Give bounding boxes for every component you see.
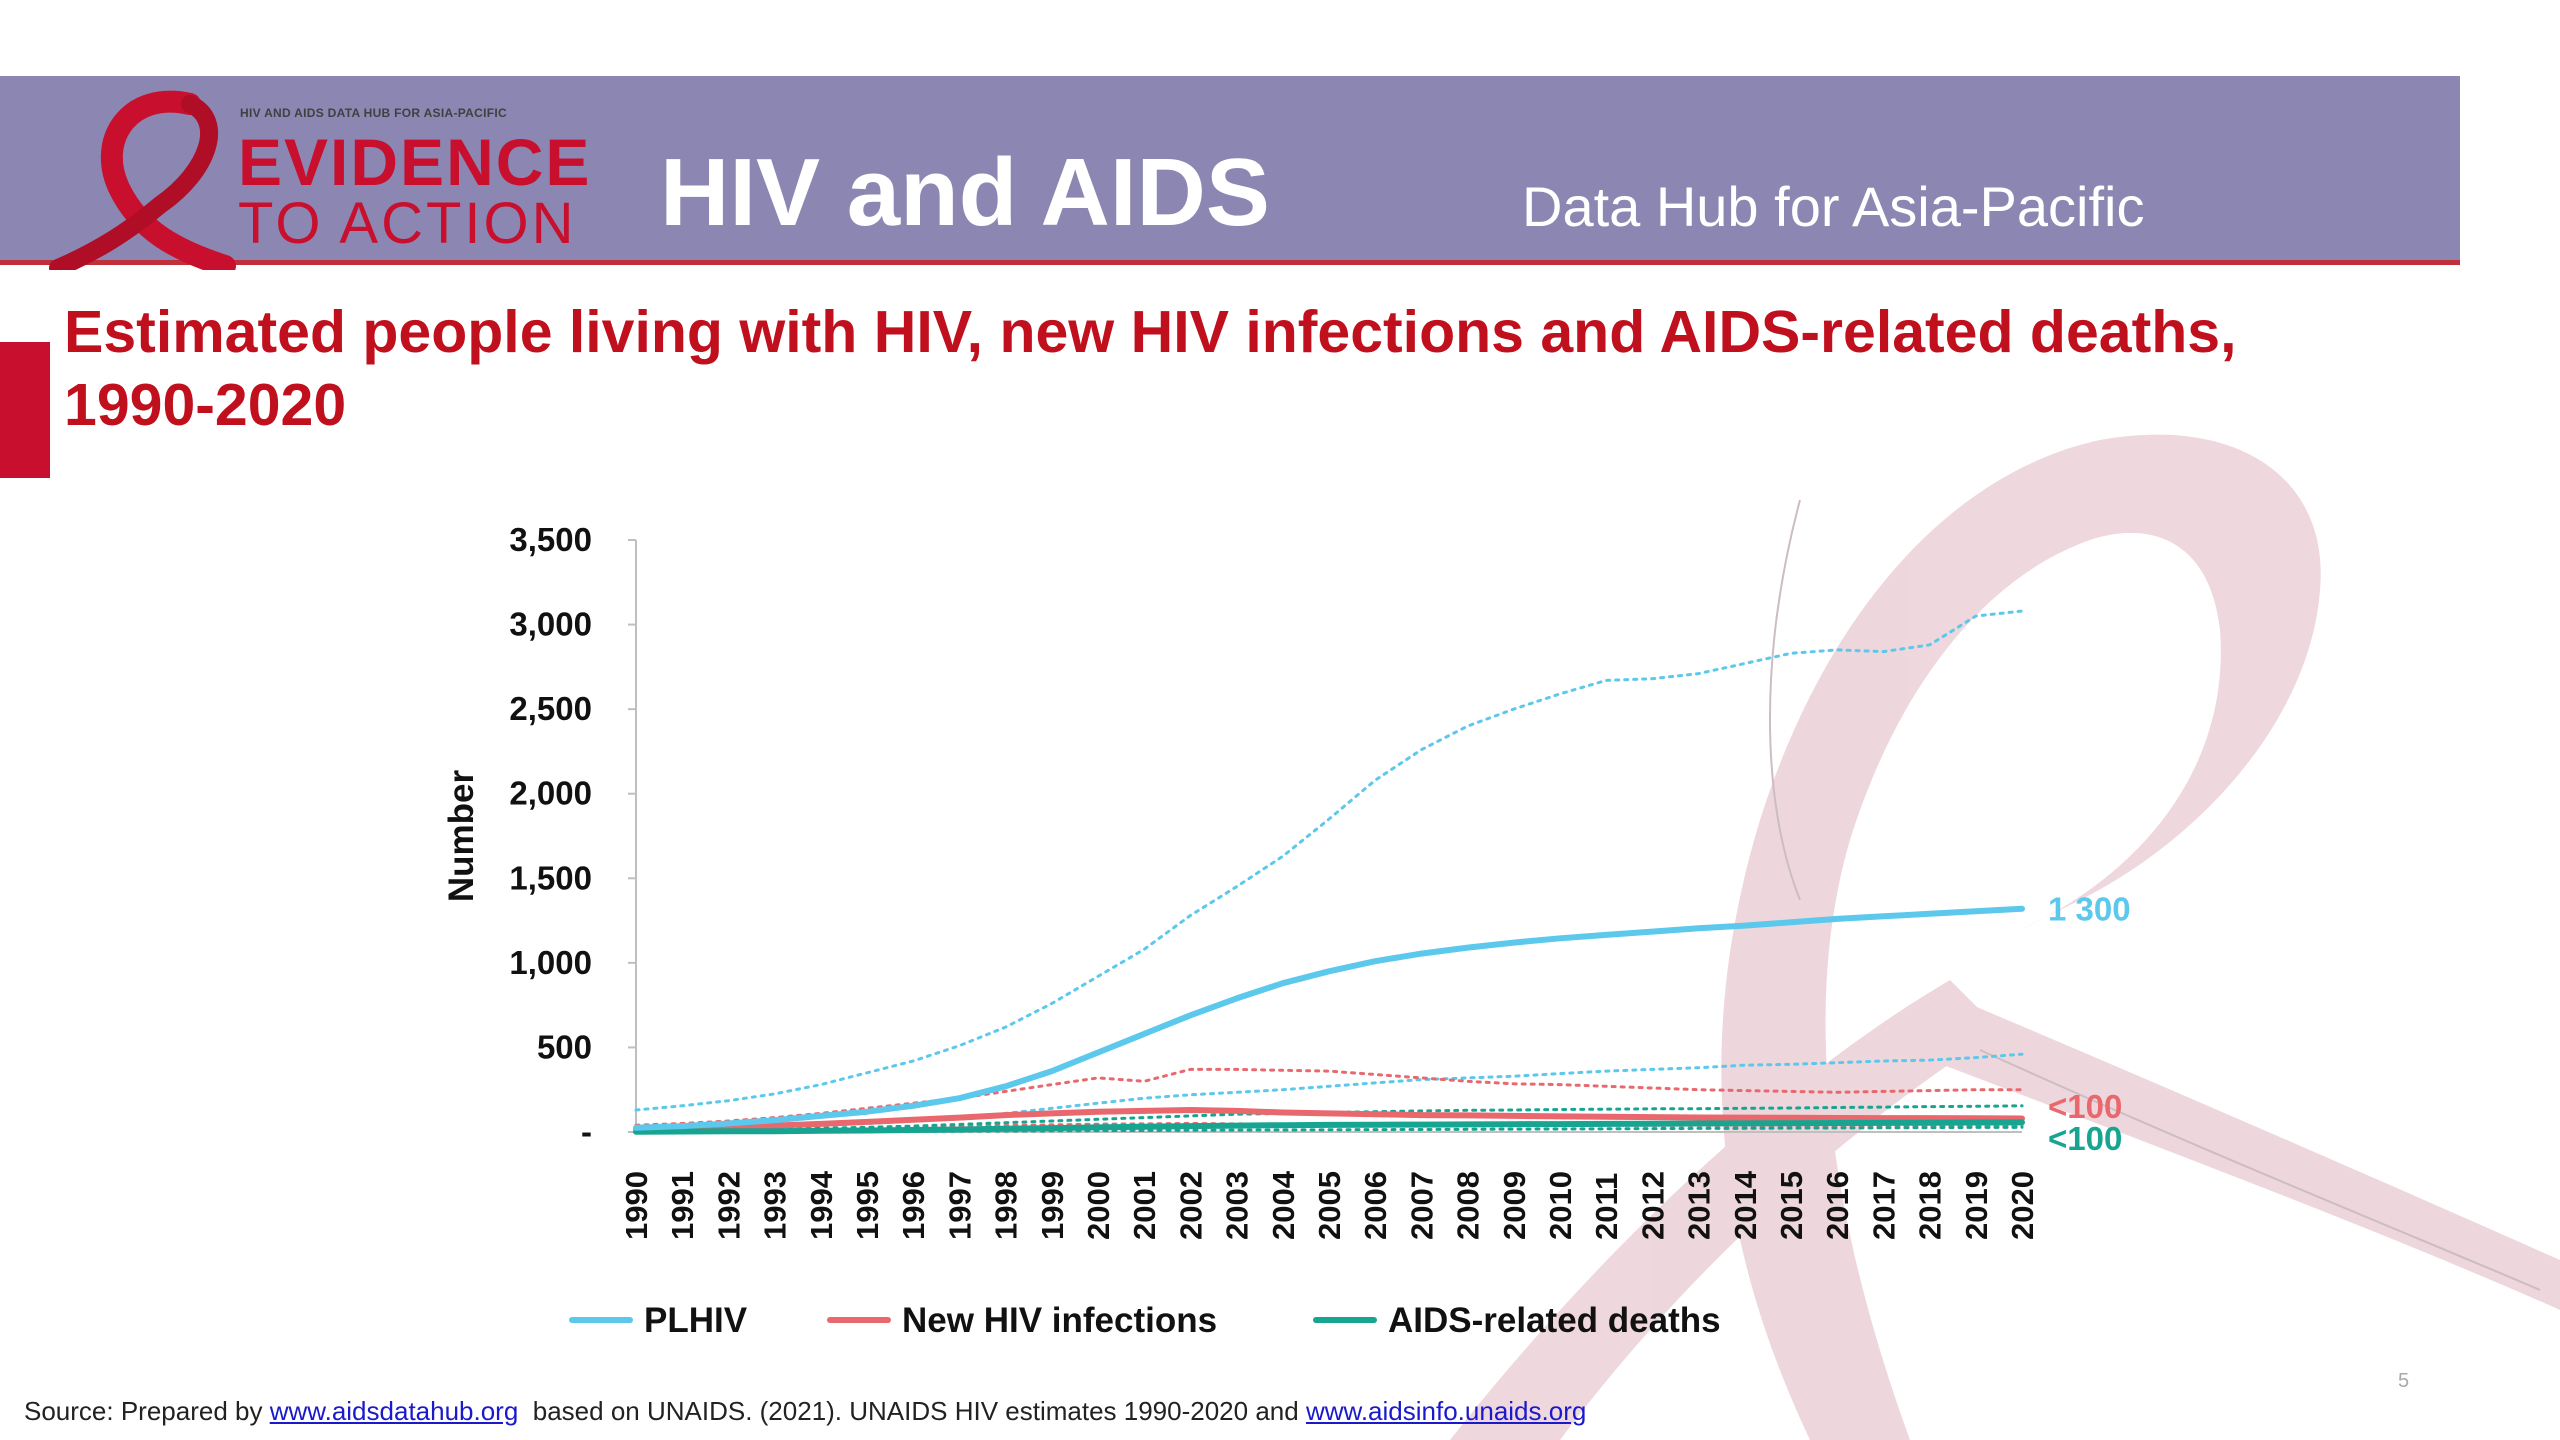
y-axis-title: Number: [442, 770, 481, 903]
x-tick-label: 2011: [1589, 1173, 1624, 1240]
y-tick-label: 500: [537, 1028, 592, 1065]
source-note: Source: Prepared by www.aidsdatahub.org …: [24, 1396, 1586, 1427]
ribbon-watermark: [1450, 434, 2560, 1440]
plhiv-series-line: [633, 905, 2025, 1131]
x-tick-label: 2014: [1728, 1170, 1763, 1240]
x-tick-label: 2020: [2005, 1171, 2040, 1240]
y-tick-label: 1,000: [509, 944, 592, 981]
page-number: 5: [2398, 1370, 2410, 1392]
header-title: HIV and AIDS: [660, 139, 1270, 246]
aidsinfo-link[interactable]: www.aidsinfo.unaids.org: [1305, 1396, 1587, 1426]
x-tick-label: 2007: [1404, 1171, 1439, 1240]
new_infections-series-line: [633, 1107, 2025, 1132]
deaths-end-label: <100: [2048, 1120, 2122, 1157]
header-subtitle: Data Hub for Asia-Pacific: [1522, 175, 2145, 238]
header-banner: HIV AND AIDS DATA HUB FOR ASIA-PACIFIC E…: [0, 76, 2460, 270]
plhiv-end-label: 1 300: [2048, 891, 2131, 928]
new_infections-upper-bound-line: [634, 1067, 2024, 1127]
source-middle: based on UNAIDS. (2021). UNAIDS HIV esti…: [518, 1396, 1306, 1426]
logo-tagline: HIV AND AIDS DATA HUB FOR ASIA-PACIFIC: [240, 106, 507, 120]
x-tick-label: 2018: [1913, 1171, 1948, 1240]
x-tick-label: 1999: [1035, 1171, 1070, 1240]
x-tick-label: 2004: [1266, 1170, 1301, 1240]
x-tick-label: 2019: [1959, 1171, 1994, 1240]
x-tick-label: 2008: [1451, 1171, 1486, 1240]
x-tick-label: 2013: [1682, 1171, 1717, 1240]
x-tick-label: 2006: [1358, 1171, 1393, 1240]
x-tick-label: 2010: [1543, 1171, 1578, 1240]
aidsdatahub-link[interactable]: www.aidsdatahub.org: [269, 1396, 519, 1426]
source-prefix: Source: Prepared by: [24, 1396, 270, 1426]
logo-line-1: EVIDENCE: [238, 125, 592, 199]
y-tick-label: 3,500: [509, 521, 592, 558]
y-tick-label: 1,500: [509, 859, 592, 896]
x-tick-label: 1995: [850, 1171, 885, 1240]
deaths-series-line: [633, 1119, 2025, 1135]
x-tick-label: 2017: [1866, 1171, 1901, 1240]
x-tick-label: 1997: [942, 1171, 977, 1240]
x-tick-label: 2012: [1635, 1171, 1670, 1240]
x-tick-label: 1991: [665, 1171, 700, 1240]
x-tick-label: 2009: [1497, 1171, 1532, 1240]
x-tick-label: 1996: [896, 1171, 931, 1240]
x-tick-label: 1993: [758, 1171, 793, 1240]
x-tick-label: 1994: [804, 1170, 839, 1240]
deaths-lower-bound-line: [634, 1125, 2024, 1134]
plhiv-legend-label: PLHIV: [644, 1301, 748, 1340]
x-tick-label: 2001: [1127, 1171, 1162, 1240]
y-tick-label: 2,000: [509, 775, 592, 812]
deaths-legend-label: AIDS-related deaths: [1388, 1301, 1721, 1340]
new_infections-end-label: <100: [2048, 1088, 2122, 1125]
y-tick-label: 3,000: [509, 606, 592, 643]
x-tick-label: 2000: [1081, 1171, 1116, 1240]
x-tick-label: 1992: [711, 1171, 746, 1240]
y-tick-label: -: [581, 1113, 592, 1150]
x-tick-label: 2003: [1220, 1171, 1255, 1240]
y-tick-label: 2,500: [509, 690, 592, 727]
plhiv-upper-bound-line: [634, 609, 2024, 1112]
new_infections-legend-label: New HIV infections: [902, 1301, 1217, 1340]
red-ribbon-icon: [49, 90, 236, 270]
x-tick-label: 2002: [1173, 1171, 1208, 1240]
title-accent-bar: [0, 342, 50, 478]
x-tick-label: 1998: [989, 1171, 1024, 1240]
plhiv-lower-bound-line: [634, 1052, 2024, 1132]
x-tick-label: 2016: [1820, 1171, 1855, 1240]
x-tick-label: 2015: [1774, 1171, 1809, 1240]
logo-line-2: TO ACTION: [238, 191, 577, 256]
x-tick-label: 2005: [1312, 1171, 1347, 1240]
slide-title: Estimated people living with HIV, new HI…: [64, 299, 2237, 438]
evidence-to-action-logo: HIV AND AIDS DATA HUB FOR ASIA-PACIFIC E…: [40, 80, 610, 270]
x-tick-label: 1990: [619, 1171, 654, 1240]
